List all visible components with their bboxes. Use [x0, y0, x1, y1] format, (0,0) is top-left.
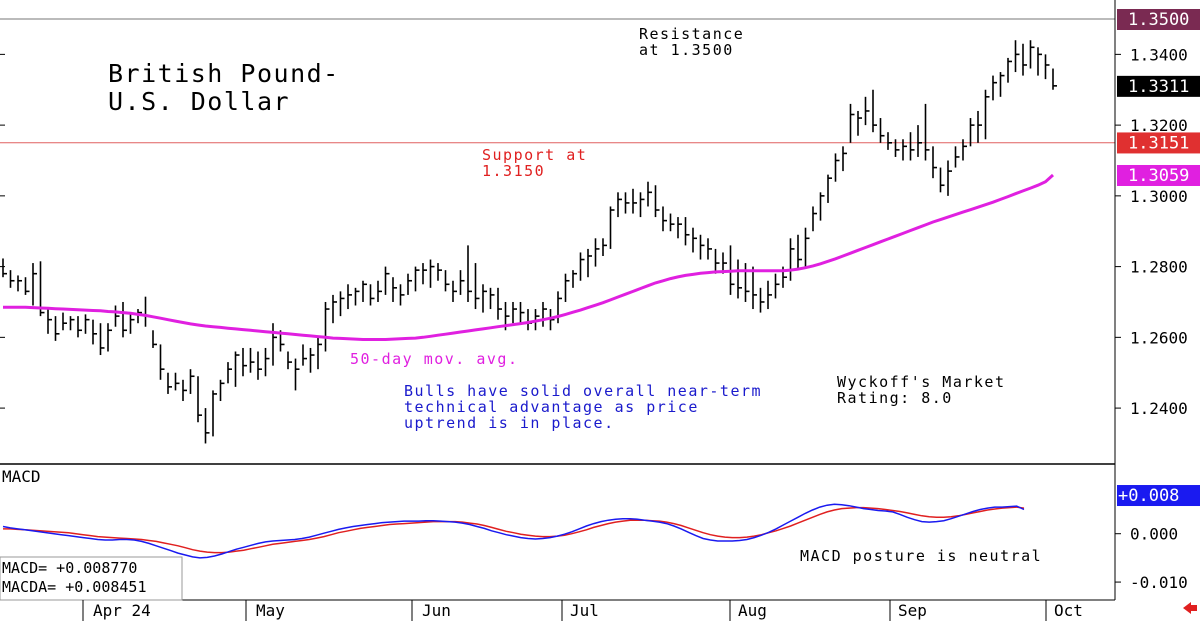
- macda-readout: MACDA= +0.008451: [2, 578, 147, 596]
- chart-title-line-1: British Pound-: [108, 59, 340, 88]
- price-tag-ma: [1117, 164, 1200, 186]
- chart-title-line-2: U.S. Dollar: [108, 87, 290, 116]
- x-tick-label: Apr 24: [93, 601, 151, 620]
- annotation-line: Rating: 8.0: [837, 389, 953, 407]
- x-tick-label: Aug: [738, 601, 767, 620]
- macd-current-tag: +0.008: [1117, 485, 1200, 507]
- annotation-line: Resistance: [639, 25, 744, 43]
- moving-average-annotation: 50-day mov. avg.: [350, 350, 519, 368]
- macd-tag-box: [1117, 485, 1200, 507]
- price-axis: 1.2400 1.2600 1.2800 1.3000 1.3200 1.3400: [0, 45, 1188, 418]
- annotation-line: Bulls have solid overall near-term: [404, 382, 762, 400]
- price-tag-support: [1117, 132, 1200, 154]
- y-tick-label: 1.2600: [1130, 328, 1188, 347]
- macd-y-tick-label: 0.000: [1130, 525, 1178, 544]
- price-tag-label: 1.3151: [1128, 133, 1189, 153]
- macd-line: [2, 503, 1025, 559]
- x-tick-label: Jul: [570, 601, 599, 620]
- annotation-line: 50-day mov. avg.: [350, 350, 519, 368]
- annotation-line: technical advantage as price: [404, 398, 699, 416]
- x-tick-label: May: [256, 601, 285, 620]
- x-tick-label: Oct: [1054, 601, 1083, 620]
- annotation-line: Support at: [482, 146, 587, 164]
- y-tick-label: 1.3400: [1130, 45, 1188, 64]
- market-rating-annotation: Wyckoff's Market Rating: 8.0: [837, 373, 1006, 407]
- scroll-left-arrow-icon[interactable]: [1183, 602, 1197, 614]
- price-tag-label: 1.3059: [1128, 166, 1189, 186]
- bulls-annotation: Bulls have solid overall near-term techni…: [404, 382, 762, 432]
- y-tick-label: 1.2800: [1130, 258, 1188, 277]
- y-tick-label: 1.3000: [1130, 187, 1188, 206]
- moving-average-line: [3, 173, 1054, 341]
- resistance-annotation: Resistance at 1.3500: [639, 25, 744, 59]
- annotation-line: at 1.3500: [639, 41, 734, 59]
- annotation-line: uptrend is in place.: [404, 414, 615, 432]
- price-tag-resistance: [1117, 9, 1200, 30]
- annotation-line: 1.3150: [482, 162, 545, 180]
- macda-signal-line: [3, 506, 1025, 554]
- macd-annotation: MACD posture is neutral: [800, 547, 1042, 565]
- macd-axis: 0.000 -0.010: [1115, 525, 1188, 592]
- macd-tag-label: +0.008: [1118, 486, 1179, 506]
- macd-readout-box: [0, 556, 183, 601]
- y-tick-label: 1.2400: [1130, 399, 1188, 418]
- chart-title: British Pound- U.S. Dollar: [108, 59, 356, 116]
- support-annotation: Support at 1.3150: [482, 146, 587, 180]
- x-axis: Apr 24 May Jun Jul Aug Sep Oct: [82, 600, 1083, 621]
- price-tag-label: 1.3311: [1128, 77, 1189, 97]
- price-tag-label: 1.3500: [1128, 10, 1189, 30]
- price-tag-last: [1117, 75, 1200, 97]
- macd-title: MACD: [2, 467, 41, 486]
- price-tags: 1.3500 1.3311 1.3151 1.3059: [1117, 9, 1200, 186]
- annotation-line: Wyckoff's Market: [837, 373, 1006, 391]
- x-tick-label: Sep: [898, 601, 927, 620]
- x-tick-label: Jun: [422, 601, 451, 620]
- y-tick-label: 1.3200: [1130, 116, 1188, 135]
- macd-readout: MACD= +0.008770: [2, 559, 137, 577]
- macd-y-tick-label: -0.010: [1130, 573, 1188, 592]
